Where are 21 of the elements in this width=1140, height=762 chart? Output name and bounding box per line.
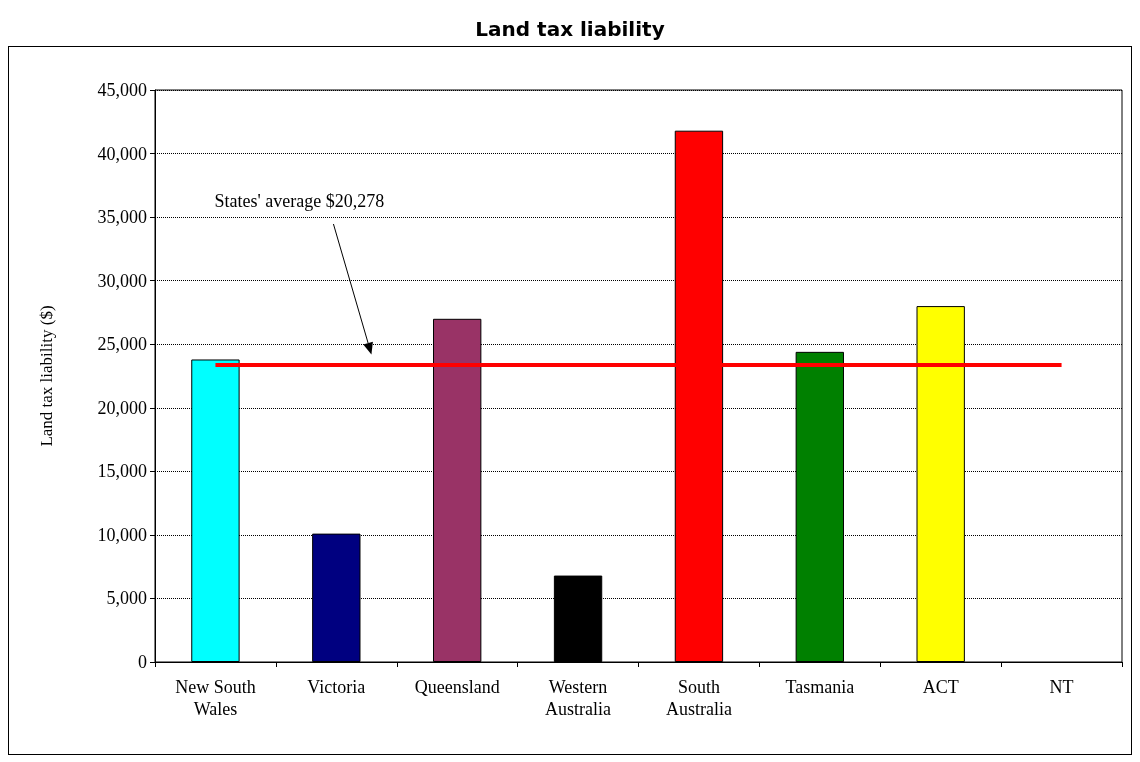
x-tick-label: Tasmania xyxy=(785,677,855,697)
y-tick-label: 20,000 xyxy=(97,397,147,418)
y-tick-label: 40,000 xyxy=(97,143,147,164)
y-tick-label: 45,000 xyxy=(97,80,147,100)
x-tick-label: South Australia xyxy=(665,677,732,719)
y-tick-label: 35,000 xyxy=(97,207,147,228)
y-tick-label: 25,000 xyxy=(97,334,147,355)
x-tick-label: Queensland xyxy=(414,677,500,697)
chart-title: Land tax liability xyxy=(475,17,665,41)
y-tick-label: 30,000 xyxy=(97,270,147,291)
x-tick-label: Western Australia xyxy=(545,677,612,719)
y-tick-label: 5,000 xyxy=(106,588,147,609)
x-tick-label: Victoria xyxy=(307,677,366,697)
y-tick-label: 10,000 xyxy=(97,524,147,545)
y-axis-title: Land tax liability ($) xyxy=(37,305,56,447)
y-tick-label: 0 xyxy=(138,652,147,672)
y-tick-label: 15,000 xyxy=(97,461,147,482)
x-tick-label: New South Wales xyxy=(175,677,256,719)
annotation: States' average $20,278 xyxy=(214,191,385,211)
x-tick-label: NT xyxy=(1049,677,1074,697)
x-tick-label: ACT xyxy=(922,677,959,697)
